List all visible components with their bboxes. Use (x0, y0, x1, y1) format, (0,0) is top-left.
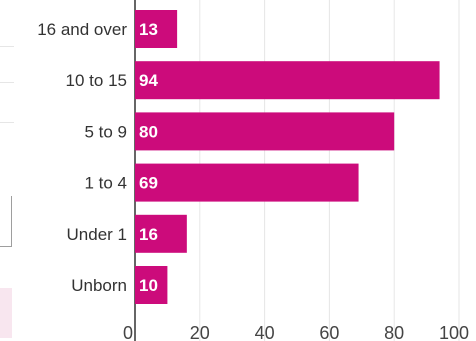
data-label: 13 (139, 20, 158, 39)
category-label: 5 to 9 (84, 122, 127, 141)
bar (135, 10, 178, 48)
bar (135, 112, 395, 151)
data-label: 80 (139, 122, 158, 141)
x-axis-ticks: 0 20 40 60 80 100 (123, 323, 469, 341)
x-tick-label: 100 (439, 323, 469, 341)
panel-divider (0, 82, 14, 83)
category-label: 16 and over (37, 20, 127, 39)
x-tick-label: 0 (123, 323, 133, 341)
value-labels: 13 94 80 69 16 10 (139, 20, 158, 295)
data-label: 94 (139, 71, 158, 90)
x-tick-label: 60 (319, 323, 339, 341)
panel-divider (0, 46, 14, 47)
bar (135, 163, 359, 202)
x-tick-label: 40 (255, 323, 275, 341)
data-label: 69 (139, 174, 158, 193)
left-panel-edge (0, 0, 14, 341)
category-label: Under 1 (67, 225, 127, 244)
panel-highlight-edge (0, 288, 12, 338)
data-label: 16 (139, 225, 158, 244)
x-tick-label: 80 (384, 323, 404, 341)
panel-box-edge (0, 196, 12, 247)
category-label: 1 to 4 (84, 174, 127, 193)
data-label: 10 (139, 276, 158, 295)
bar (135, 266, 168, 304)
category-labels: 16 and over 10 to 15 5 to 9 1 to 4 Under 1 Un… (37, 20, 127, 295)
category-label: Unborn (71, 276, 127, 295)
x-tick-label: 20 (190, 323, 210, 341)
category-label: 10 to 15 (66, 71, 127, 90)
panel-divider (0, 122, 14, 123)
bar (135, 61, 440, 100)
bar (135, 214, 187, 253)
bars (135, 10, 440, 304)
